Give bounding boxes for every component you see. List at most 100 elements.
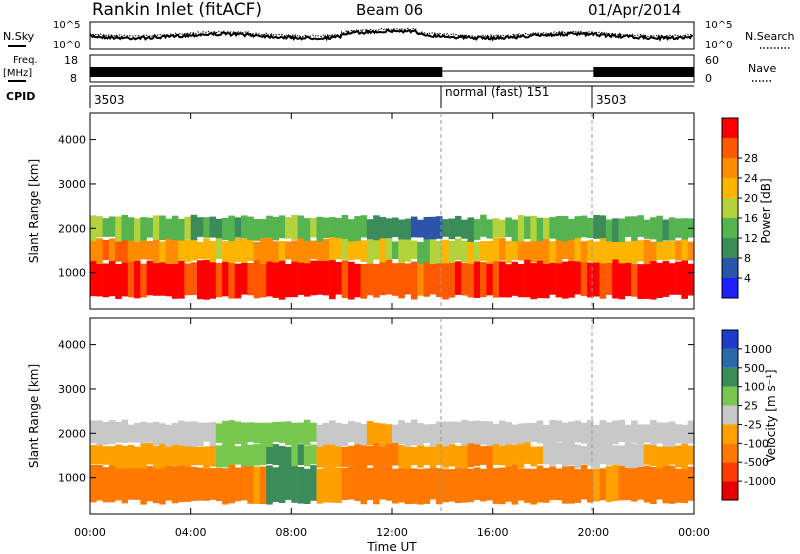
range-cell (524, 442, 531, 464)
range-cell (310, 217, 317, 238)
range-cell (599, 238, 607, 264)
range-cell (127, 261, 135, 298)
colorbar-swatch (722, 367, 738, 387)
range-cell (203, 217, 210, 238)
range-cell (574, 444, 582, 469)
colorbar-swatch (722, 158, 738, 178)
range-cell (316, 468, 324, 504)
range-cell (303, 261, 311, 297)
range-cell (398, 420, 405, 445)
range-cell (341, 423, 349, 447)
colorbar-tick-label: 100 (744, 381, 765, 394)
range-cell (480, 446, 487, 465)
range-cell (530, 263, 537, 300)
range-cell (442, 219, 449, 237)
range-cell (190, 214, 198, 241)
range-cell (605, 237, 613, 263)
time-tick-label: 00:00 (678, 526, 710, 539)
range-cell (127, 445, 135, 469)
y-tick-label: 1000 (58, 472, 86, 485)
range-cell (90, 445, 97, 465)
range-cell (222, 442, 229, 468)
range-cell (549, 420, 556, 448)
range-cell (241, 215, 248, 239)
range-cell (272, 216, 280, 241)
range-cell (209, 445, 217, 467)
range-cell (574, 216, 582, 238)
range-cell (228, 420, 235, 447)
range-cell (171, 443, 179, 466)
range-cell (505, 264, 512, 298)
range-cell (442, 468, 449, 503)
range-cell (171, 466, 179, 504)
range-cell (203, 422, 210, 442)
range-cell (517, 239, 525, 261)
range-cell (152, 421, 160, 446)
range-cell (102, 218, 110, 237)
range-cell (228, 444, 235, 465)
freq-tick-high: 18 (64, 54, 78, 67)
range-cell (121, 259, 129, 297)
range-cell (417, 445, 424, 468)
range-cell (448, 240, 456, 263)
range-cell (392, 442, 399, 466)
range-cell (473, 219, 481, 240)
range-cell (524, 423, 531, 442)
range-cell (454, 445, 462, 469)
range-cell (140, 240, 147, 260)
range-cell (624, 216, 632, 237)
range-cell (329, 464, 336, 503)
range-cell (543, 263, 550, 299)
range-cell (209, 241, 217, 263)
colorbar-tick-label: -1000 (744, 475, 776, 488)
range-cell (366, 239, 374, 264)
range-cell (429, 216, 437, 240)
range-cell (605, 262, 613, 295)
colorbar-tick-label: 4 (744, 272, 751, 285)
range-cell (631, 464, 638, 502)
range-cell (203, 464, 210, 501)
nsearch-trace (89, 27, 693, 38)
range-cell (549, 442, 556, 466)
range-cell (612, 237, 619, 260)
range-cell (127, 237, 135, 262)
range-cell (341, 467, 349, 501)
range-cell (146, 442, 154, 465)
range-cell (259, 466, 267, 504)
time-tick-label: 00:00 (74, 526, 106, 539)
range-cell (184, 263, 191, 296)
range-cell (618, 218, 626, 242)
range-cell (549, 241, 556, 263)
range-cell (190, 262, 198, 296)
range-cell (335, 467, 342, 503)
range-cell (624, 241, 632, 263)
range-cell (662, 466, 670, 504)
range-cell (480, 241, 487, 261)
range-cell (247, 263, 254, 296)
noise-tick-low-right: 10^0 (705, 40, 732, 51)
range-cell (543, 444, 550, 465)
colorbar-swatch (722, 198, 738, 218)
range-cell (259, 238, 267, 265)
range-cell (555, 468, 563, 501)
range-cell (473, 420, 481, 445)
range-cell (335, 262, 342, 295)
range-cell (593, 442, 600, 470)
range-cell (417, 423, 424, 445)
range-cell (322, 444, 330, 468)
range-cell (543, 424, 550, 445)
power-colorbar-label: Power [dB] (759, 178, 773, 243)
range-cell (675, 424, 682, 444)
range-cell (605, 466, 613, 502)
velocity-x-ticks (89, 318, 695, 514)
range-cell (467, 443, 475, 468)
range-cell (310, 444, 317, 465)
range-cell (322, 422, 330, 445)
range-cell (165, 261, 173, 297)
range-cell (134, 446, 141, 468)
range-cell (184, 421, 191, 447)
y-tick-label: 4000 (58, 339, 86, 352)
range-cell (379, 465, 386, 500)
range-cell (536, 217, 544, 242)
range-cell (247, 237, 254, 262)
